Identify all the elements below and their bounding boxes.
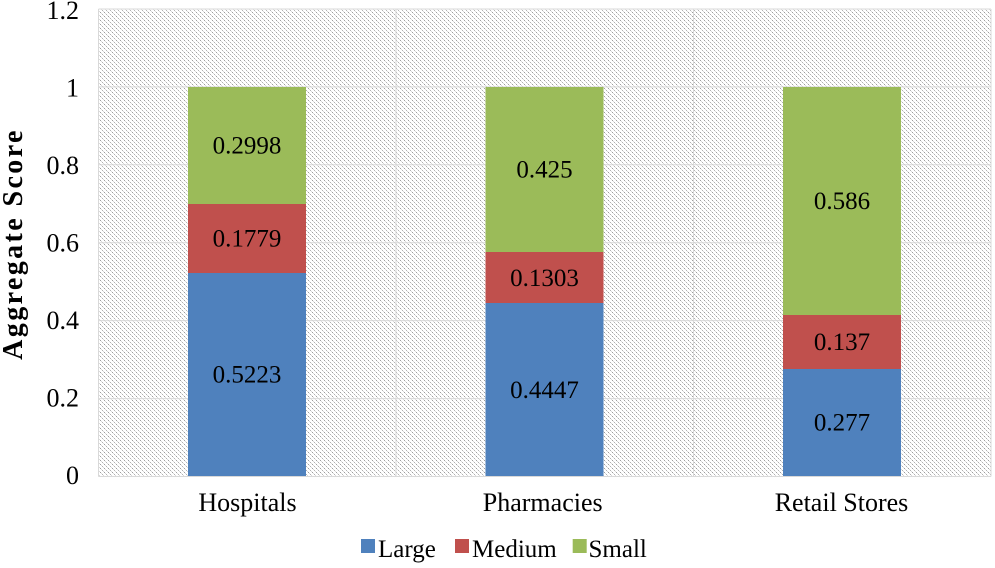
svg-text:Hospitals: Hospitals (198, 488, 296, 517)
svg-text:0.277: 0.277 (814, 410, 870, 437)
svg-text:0.5223: 0.5223 (213, 362, 282, 389)
svg-text:0.2: 0.2 (47, 384, 80, 413)
svg-text:Pharmacies: Pharmacies (483, 488, 603, 517)
svg-text:0.586: 0.586 (814, 188, 870, 215)
svg-text:0.425: 0.425 (516, 157, 572, 184)
svg-text:0.2998: 0.2998 (213, 132, 282, 159)
svg-text:0.8: 0.8 (47, 151, 80, 180)
svg-text:0.1303: 0.1303 (510, 265, 579, 292)
svg-text:Aggregate Score: Aggregate Score (0, 128, 29, 360)
svg-text:Medium: Medium (472, 536, 557, 563)
svg-text:0.1779: 0.1779 (213, 225, 282, 252)
svg-text:Retail Stores: Retail Stores (775, 488, 909, 517)
svg-text:Small: Small (589, 536, 647, 563)
svg-text:0.4: 0.4 (47, 306, 80, 335)
svg-text:1: 1 (66, 73, 79, 102)
svg-text:1.2: 1.2 (47, 0, 80, 25)
svg-text:Large: Large (378, 536, 436, 563)
svg-text:0.137: 0.137 (814, 329, 870, 356)
svg-text:0.6: 0.6 (47, 228, 80, 257)
svg-text:0: 0 (66, 461, 79, 490)
svg-text:0.4447: 0.4447 (510, 377, 579, 404)
